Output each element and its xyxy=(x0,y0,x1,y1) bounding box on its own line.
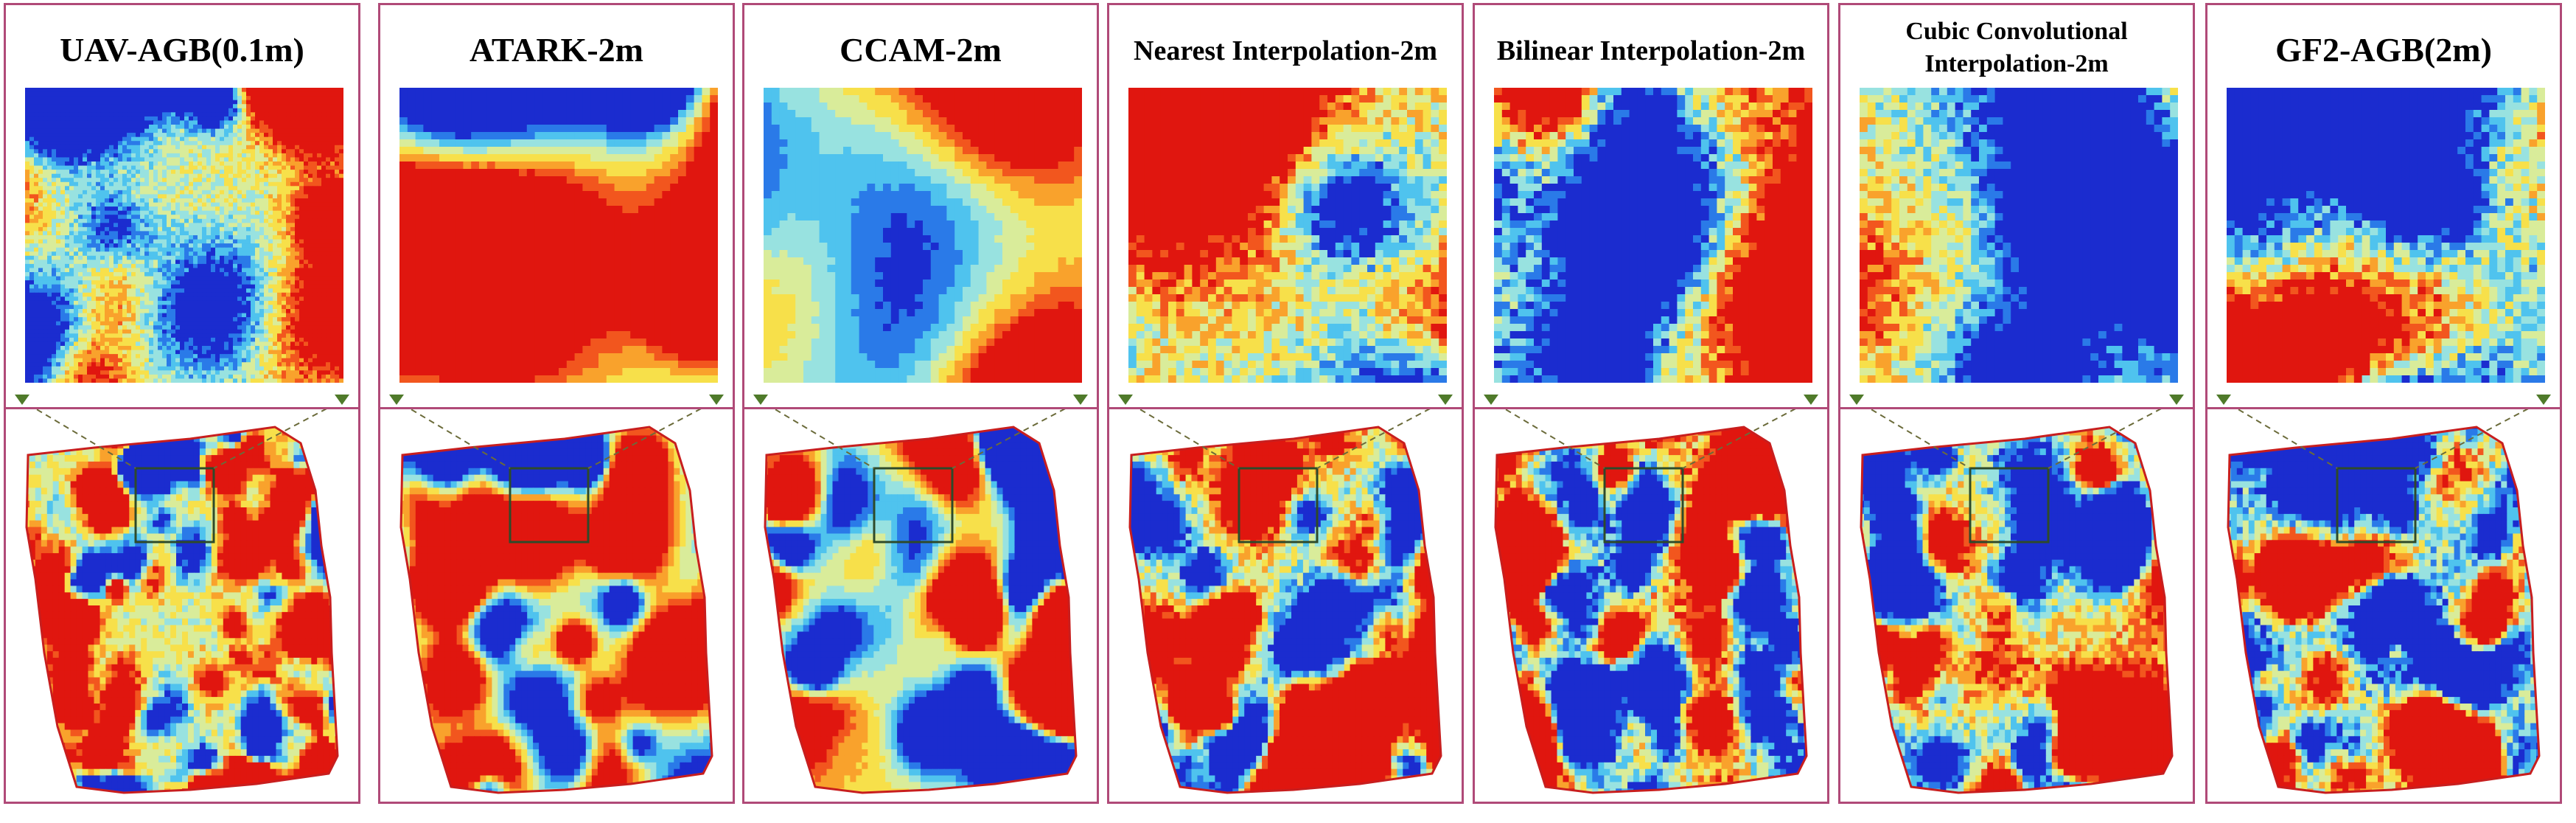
connector-right xyxy=(587,409,702,469)
zoom-inset-raster xyxy=(1860,88,2178,383)
panel-title: UAV-AGB(0.1m) xyxy=(9,30,355,69)
panel-7: GF2-AGB(2m) xyxy=(2205,3,2562,804)
plot-boundary xyxy=(1128,426,1442,794)
marker-right-triangle xyxy=(709,395,724,405)
connector-left xyxy=(773,409,875,469)
plot-boundary xyxy=(2227,426,2541,794)
inset-locator-box xyxy=(134,467,215,544)
panel-title: Cubic Convolutional Interpolation-2m xyxy=(1843,15,2190,80)
marker-right-triangle xyxy=(2169,395,2184,405)
marker-left-triangle xyxy=(15,395,29,405)
connector-left xyxy=(409,409,511,469)
panel-divider xyxy=(1840,407,2193,409)
inset-locator-box xyxy=(509,467,590,544)
study-area-map xyxy=(25,409,339,794)
marker-left-triangle xyxy=(2216,395,2231,405)
panel-divider xyxy=(744,407,1097,409)
marker-right-triangle xyxy=(1073,395,1088,405)
marker-right-triangle xyxy=(1438,395,1453,405)
study-area-map xyxy=(1494,409,1808,794)
plot-boundary xyxy=(1494,426,1808,794)
panel-6: Cubic Convolutional Interpolation-2m xyxy=(1838,3,2195,804)
marker-left-triangle xyxy=(389,395,404,405)
inset-locator-box xyxy=(1238,467,1319,544)
marker-left-triangle xyxy=(1849,395,1864,405)
inset-locator-box xyxy=(2336,467,2417,544)
panel-title: Bilinear Interpolation-2m xyxy=(1478,35,1824,67)
inset-corner-markers xyxy=(1484,395,1818,405)
panel-2: ATARK-2m xyxy=(378,3,735,804)
inset-corner-markers xyxy=(1118,395,1453,405)
panel-title: ATARK-2m xyxy=(383,30,730,69)
marker-right-triangle xyxy=(1804,395,1818,405)
plot-boundary xyxy=(1860,426,2174,794)
panel-divider xyxy=(1475,407,1827,409)
marker-left-triangle xyxy=(753,395,768,405)
connector-left xyxy=(35,409,136,469)
zoom-inset-raster xyxy=(25,88,343,383)
inset-locator-box xyxy=(1603,467,1684,544)
plot-boundary xyxy=(764,426,1078,794)
connector-left xyxy=(2236,409,2338,469)
connector-right xyxy=(2048,409,2162,469)
connector-right xyxy=(2415,409,2529,469)
panel-5: Bilinear Interpolation-2m xyxy=(1473,3,1829,804)
marker-right-triangle xyxy=(335,395,349,405)
study-area-map xyxy=(1860,409,2174,794)
study-area-map xyxy=(399,409,713,794)
panel-3: CCAM-2m xyxy=(742,3,1099,804)
zoom-inset-raster xyxy=(399,88,718,383)
plot-boundary xyxy=(399,426,713,794)
zoom-inset-raster xyxy=(764,88,1082,383)
connector-left xyxy=(1504,409,1605,469)
panel-title-line-1: Cubic Convolutional xyxy=(1843,15,2190,48)
zoom-inset-raster xyxy=(1128,88,1447,383)
inset-corner-markers xyxy=(1849,395,2184,405)
panel-4: Nearest Interpolation-2m xyxy=(1107,3,1464,804)
panel-title-line-2: Interpolation-2m xyxy=(1843,48,2190,80)
inset-locator-box xyxy=(1969,467,2050,544)
connector-right xyxy=(1682,409,1796,469)
panel-divider xyxy=(1109,407,1462,409)
connector-right xyxy=(1316,409,1431,469)
study-area-map xyxy=(2227,409,2541,794)
marker-left-triangle xyxy=(1118,395,1133,405)
study-area-map xyxy=(1128,409,1442,794)
connector-right xyxy=(213,409,327,469)
panel-title: CCAM-2m xyxy=(747,30,1094,69)
marker-left-triangle xyxy=(1484,395,1498,405)
inset-corner-markers xyxy=(389,395,724,405)
inset-corner-markers xyxy=(753,395,1088,405)
panel-divider xyxy=(2207,407,2560,409)
panel-title: Nearest Interpolation-2m xyxy=(1112,35,1459,67)
panel-1: UAV-AGB(0.1m) xyxy=(4,3,360,804)
inset-corner-markers xyxy=(15,395,349,405)
panel-divider xyxy=(6,407,358,409)
panel-title: GF2-AGB(2m) xyxy=(2210,30,2557,69)
inset-locator-box xyxy=(873,467,954,544)
connector-left xyxy=(1869,409,1971,469)
connector-left xyxy=(1138,409,1240,469)
zoom-inset-raster xyxy=(2227,88,2545,383)
plot-boundary xyxy=(25,426,339,794)
study-area-map xyxy=(764,409,1078,794)
inset-corner-markers xyxy=(2216,395,2551,405)
marker-right-triangle xyxy=(2536,395,2551,405)
connector-right xyxy=(952,409,1066,469)
zoom-inset-raster xyxy=(1494,88,1812,383)
panel-divider xyxy=(380,407,733,409)
